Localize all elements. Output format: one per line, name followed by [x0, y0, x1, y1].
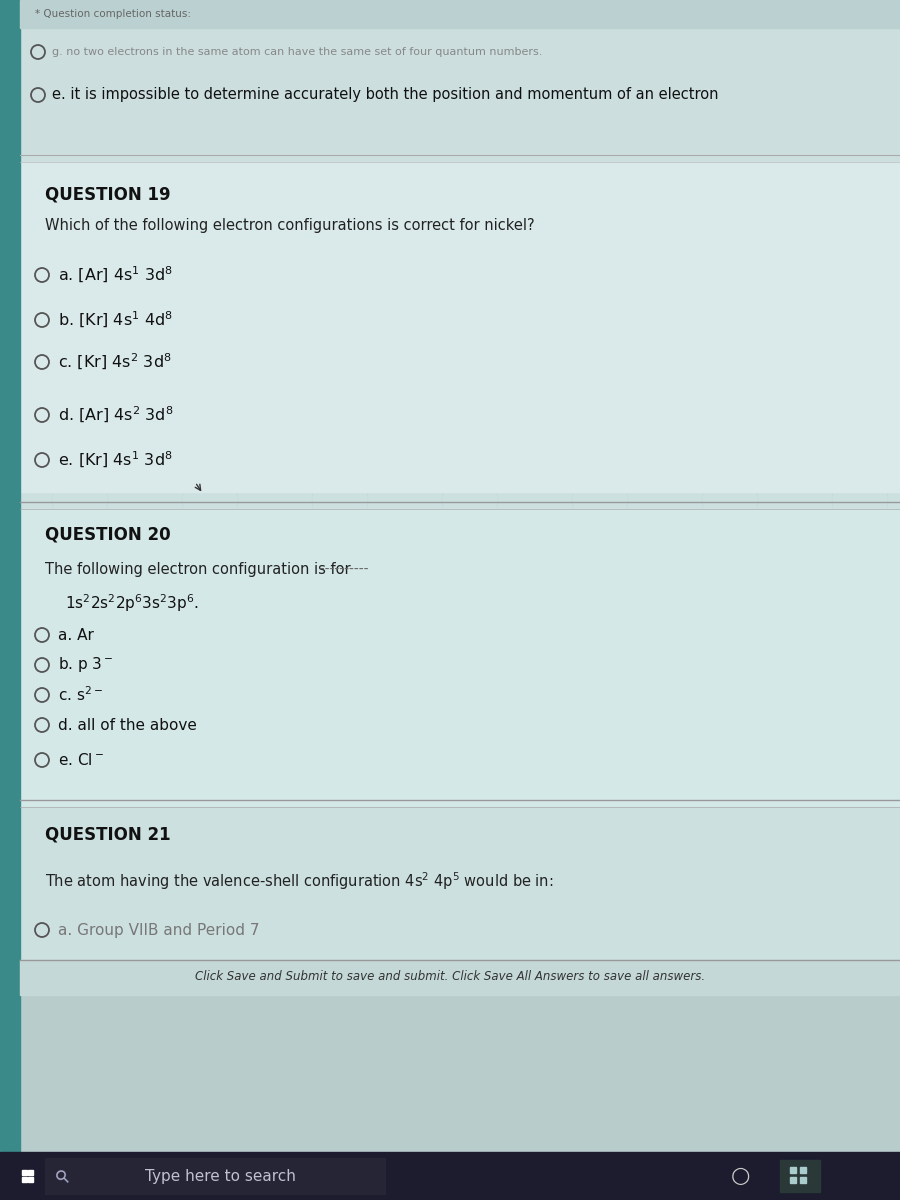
- Bar: [800, 1166, 806, 1174]
- Bar: [790, 1177, 796, 1183]
- Text: c. [Kr] 4s$^2$ 3d$^8$: c. [Kr] 4s$^2$ 3d$^8$: [58, 352, 172, 372]
- Bar: [22, 1170, 27, 1175]
- Text: c. s$^{2-}$: c. s$^{2-}$: [58, 685, 103, 704]
- Bar: [22, 1177, 27, 1182]
- Text: ----------: ----------: [295, 562, 368, 576]
- Text: The atom having the valence-shell configuration 4s$^2$ 4p$^5$ would be in:: The atom having the valence-shell config…: [45, 870, 554, 892]
- Text: g. no two electrons in the same atom can have the same set of four quantum numbe: g. no two electrons in the same atom can…: [52, 47, 543, 56]
- Text: b. [Kr] 4s$^1$ 4d$^8$: b. [Kr] 4s$^1$ 4d$^8$: [58, 310, 173, 330]
- Bar: [28, 1170, 33, 1175]
- Text: QUESTION 19: QUESTION 19: [45, 185, 171, 203]
- Text: d. all of the above: d. all of the above: [58, 718, 197, 732]
- Text: QUESTION 20: QUESTION 20: [45, 526, 171, 542]
- Text: * Question completion status:: * Question completion status:: [35, 8, 191, 19]
- Bar: [20, 995, 900, 1160]
- Text: e. it is impossible to determine accurately both the position and momentum of an: e. it is impossible to determine accurat…: [52, 88, 718, 102]
- Text: The following electron configuration is for: The following electron configuration is …: [45, 562, 351, 577]
- Bar: [20, 509, 900, 850]
- Bar: [20, 0, 900, 200]
- Text: 1s$^2$2s$^2$2p$^6$3s$^2$3p$^6$.: 1s$^2$2s$^2$2p$^6$3s$^2$3p$^6$.: [65, 592, 199, 613]
- Text: a. Group VIIB and Period 7: a. Group VIIB and Period 7: [58, 923, 259, 937]
- Bar: [800, 1177, 806, 1183]
- Text: ○: ○: [730, 1166, 750, 1186]
- Bar: [20, 806, 900, 1067]
- Text: Type here to search: Type here to search: [145, 1169, 296, 1183]
- Bar: [20, 960, 900, 995]
- Bar: [20, 162, 900, 492]
- Text: e. Cl$^-$: e. Cl$^-$: [58, 752, 104, 768]
- Bar: [790, 1166, 796, 1174]
- Text: Which of the following electron configurations is correct for nickel?: Which of the following electron configur…: [45, 218, 535, 233]
- Bar: [20, 0, 900, 28]
- Text: QUESTION 21: QUESTION 21: [45, 826, 171, 842]
- Bar: [0, 0, 20, 1200]
- Text: a. Ar: a. Ar: [58, 628, 94, 642]
- Text: ⚲: ⚲: [52, 1165, 74, 1187]
- Text: Click Save and Submit to save and submit. Click Save All Answers to save all ans: Click Save and Submit to save and submit…: [195, 971, 705, 984]
- Text: a. [Ar] 4s$^1$ 3d$^8$: a. [Ar] 4s$^1$ 3d$^8$: [58, 265, 173, 286]
- Bar: [28, 1177, 33, 1182]
- Bar: [0, 1152, 900, 1200]
- Text: b. p 3$^-$: b. p 3$^-$: [58, 655, 113, 674]
- Text: e. [Kr] 4s$^1$ 3d$^8$: e. [Kr] 4s$^1$ 3d$^8$: [58, 450, 173, 470]
- Text: d. [Ar] 4s$^2$ 3d$^8$: d. [Ar] 4s$^2$ 3d$^8$: [58, 404, 174, 425]
- Bar: [45, 1158, 385, 1194]
- Bar: [780, 1160, 820, 1192]
